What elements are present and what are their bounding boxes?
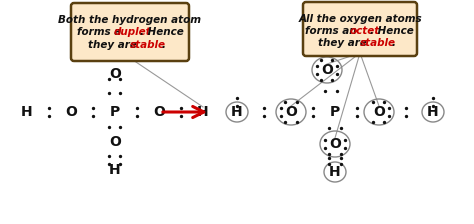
- Text: . Hence: . Hence: [140, 27, 183, 37]
- Text: .: .: [162, 40, 166, 50]
- Text: H: H: [329, 165, 341, 179]
- Text: O: O: [153, 105, 165, 119]
- Text: forms an: forms an: [305, 26, 361, 36]
- FancyBboxPatch shape: [303, 2, 417, 56]
- FancyBboxPatch shape: [71, 3, 189, 61]
- Text: P: P: [110, 105, 120, 119]
- Text: O: O: [109, 67, 121, 81]
- Text: O: O: [109, 135, 121, 149]
- Text: H: H: [427, 105, 439, 119]
- Text: octet: octet: [349, 26, 380, 36]
- Text: O: O: [321, 63, 333, 77]
- Text: .: .: [392, 38, 396, 48]
- Text: O: O: [373, 105, 385, 119]
- Text: duplet: duplet: [113, 27, 151, 37]
- Text: O: O: [285, 105, 297, 119]
- Text: All the oxygen atoms: All the oxygen atoms: [298, 14, 422, 24]
- Text: H: H: [109, 163, 121, 177]
- Text: H: H: [231, 105, 243, 119]
- Text: O: O: [329, 137, 341, 151]
- Text: O: O: [65, 105, 77, 119]
- Text: P: P: [330, 105, 340, 119]
- Text: they are: they are: [318, 38, 371, 48]
- Text: H: H: [197, 105, 209, 119]
- Text: forms a: forms a: [77, 27, 125, 37]
- Text: stable: stable: [130, 40, 166, 50]
- Text: H: H: [21, 105, 33, 119]
- Text: Both the hydrogen atom: Both the hydrogen atom: [58, 15, 201, 25]
- Text: . Hence: . Hence: [370, 26, 413, 36]
- Text: stable: stable: [360, 38, 396, 48]
- Text: they are: they are: [88, 40, 140, 50]
